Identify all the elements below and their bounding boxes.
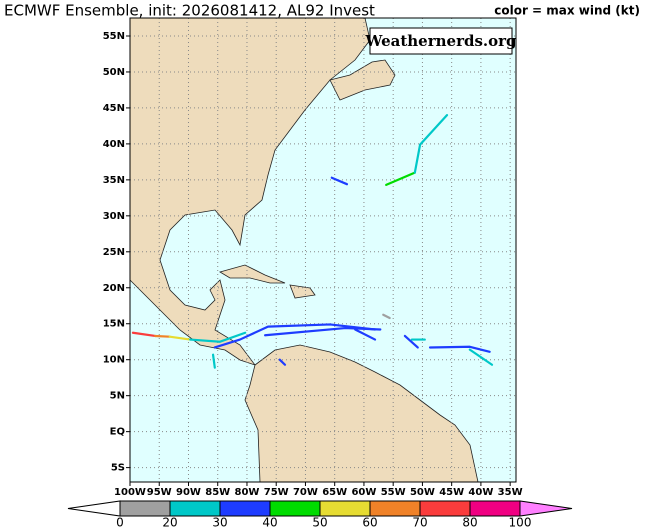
- lat-label: 5S: [111, 463, 125, 474]
- lon-label: 95W: [147, 487, 172, 498]
- colorbar-label: 60: [362, 516, 377, 530]
- colorbar-over: [519, 500, 573, 517]
- track: [211, 353, 216, 369]
- colorbar-segment: [419, 500, 471, 517]
- lat-label: 35N: [103, 175, 125, 186]
- lat-label: 50N: [103, 67, 125, 78]
- colorbar-label: 100: [509, 516, 532, 530]
- track: [189, 331, 247, 343]
- lat-label: 30N: [103, 211, 125, 222]
- lon-label: 35W: [498, 487, 523, 498]
- track: [354, 328, 377, 341]
- colorbar-label: 30: [212, 516, 227, 530]
- lat-label: 10N: [103, 355, 125, 366]
- lon-label: 90W: [176, 487, 201, 498]
- colorbar-label: 20: [162, 516, 177, 530]
- lon-label: 70W: [293, 487, 318, 498]
- colorbar-segment: [319, 500, 371, 517]
- track: [330, 176, 349, 186]
- lon-label: 50W: [410, 487, 435, 498]
- lon-label: 75W: [264, 487, 289, 498]
- lat-label: EQ: [110, 427, 125, 438]
- lon-label: 65W: [322, 487, 347, 498]
- lon-label: 45W: [439, 487, 464, 498]
- lon-label: 80W: [234, 487, 259, 498]
- watermark-box: [369, 27, 513, 55]
- south-america: [244, 344, 479, 483]
- colorbar-under: [67, 500, 121, 517]
- track: [131, 331, 157, 338]
- colorbar-label: 70: [412, 516, 427, 530]
- track: [428, 345, 491, 353]
- colorbar-segment: [269, 500, 321, 517]
- lat-label: 15N: [103, 319, 125, 330]
- cuba: [218, 264, 286, 284]
- lat-label: 45N: [103, 103, 125, 114]
- lon-label: 40W: [468, 487, 493, 498]
- track: [264, 326, 382, 337]
- track: [382, 313, 391, 320]
- lat-label: 5N: [110, 391, 125, 402]
- title: ECMWF Ensemble, init: 2026081412, AL92 I…: [4, 2, 375, 20]
- track: [154, 334, 171, 338]
- colorbar-label: 40: [262, 516, 277, 530]
- track: [168, 335, 192, 341]
- track: [413, 114, 449, 174]
- colorbar-segment: [119, 500, 171, 517]
- colorbar-segment: [469, 500, 521, 517]
- north-america: [129, 17, 371, 366]
- colorbar-label: 0: [116, 516, 124, 530]
- colorbar-label: 80: [462, 516, 477, 530]
- colorbar-segment: [219, 500, 271, 517]
- colorbar: 0 20 30 40 50 60 70 80 100: [67, 500, 573, 530]
- lon-label: 100W: [114, 487, 146, 498]
- colorbar-label: 50: [312, 516, 327, 530]
- lat-label: 55N: [103, 31, 125, 42]
- track: [385, 171, 416, 186]
- hispaniola: [289, 284, 316, 299]
- track: [403, 334, 419, 349]
- tracks: [131, 114, 494, 369]
- colorbar-segment: [369, 500, 421, 517]
- watermark: Weathernerds.org: [364, 32, 517, 50]
- lat-label: 25N: [103, 247, 125, 258]
- lon-label: 60W: [351, 487, 376, 498]
- legend-note: color = max wind (kt): [494, 4, 640, 18]
- map-frame: [129, 17, 517, 483]
- lat-label: 20N: [103, 283, 125, 294]
- land: [129, 17, 479, 483]
- track: [278, 358, 287, 366]
- track: [468, 348, 494, 366]
- lon-label: 85W: [205, 487, 230, 498]
- track: [213, 323, 377, 349]
- lon-label: 55W: [381, 487, 406, 498]
- colorbar-segment: [169, 500, 221, 517]
- maritimes: [329, 59, 396, 101]
- lat-label: 40N: [103, 139, 125, 150]
